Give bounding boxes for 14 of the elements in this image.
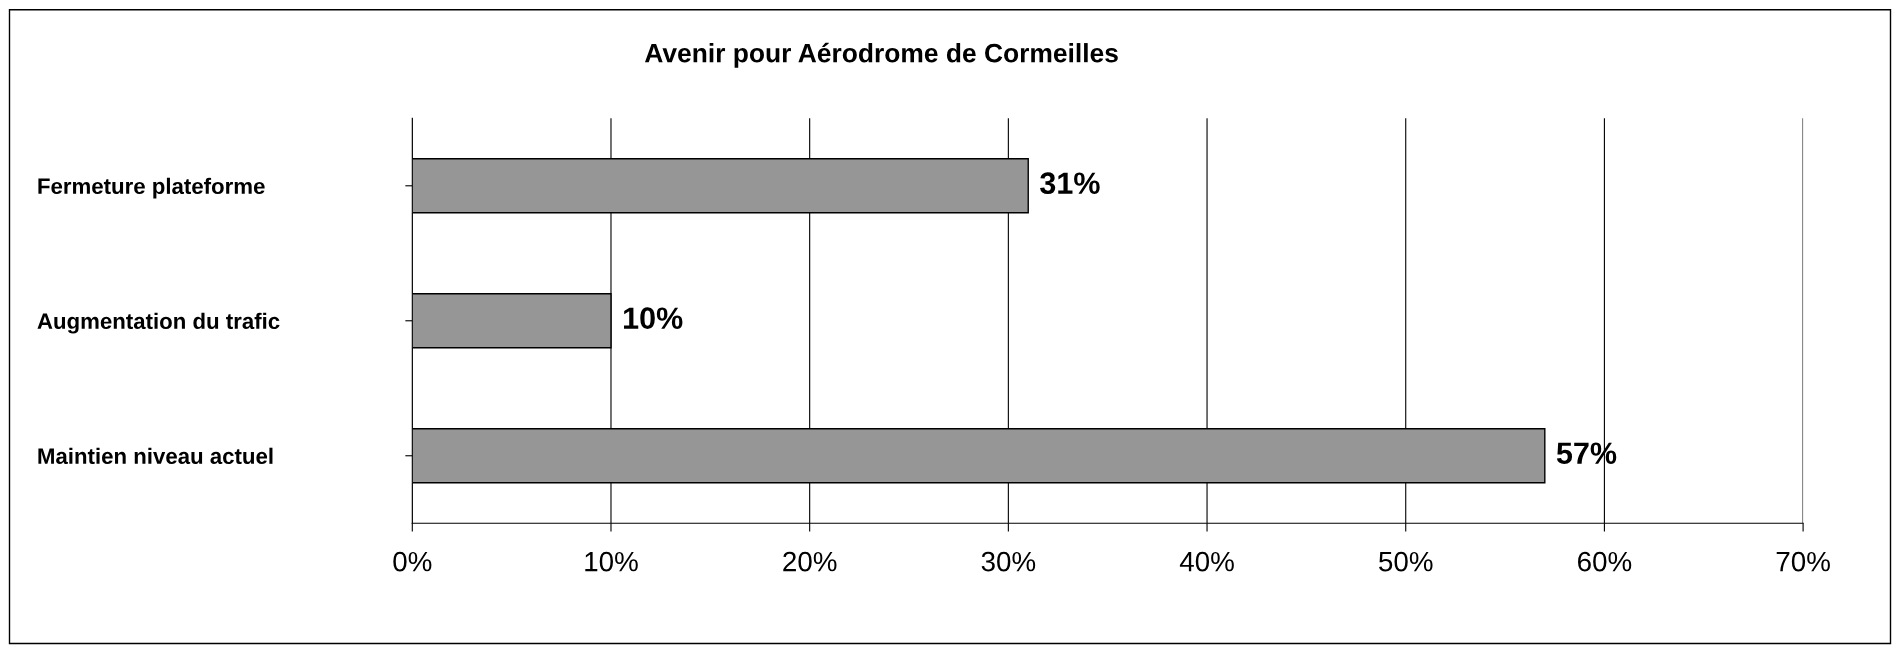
x-tick-label: 10% <box>585 551 638 572</box>
x-tick-label: 60% <box>1578 551 1632 572</box>
y-tick-label: Fermeture plateforme <box>38 177 265 199</box>
x-tick-label: 40% <box>1179 551 1234 572</box>
x-tick-label: 20% <box>783 551 837 572</box>
x-tick-label: 0% <box>393 551 432 572</box>
y-tick-label: Augmentation du trafic <box>37 312 280 334</box>
x-tick-label: 70% <box>1776 551 1830 572</box>
data-label: 10% <box>624 307 683 329</box>
y-tick-label: Maintien niveau actuel <box>38 447 273 465</box>
data-label: 31% <box>1040 172 1100 195</box>
chart-title: Avenir pour Aérodrome de Cormeilles <box>644 42 1118 68</box>
x-tick-label: 50% <box>1379 551 1433 572</box>
x-tick-label: 30% <box>981 551 1036 572</box>
